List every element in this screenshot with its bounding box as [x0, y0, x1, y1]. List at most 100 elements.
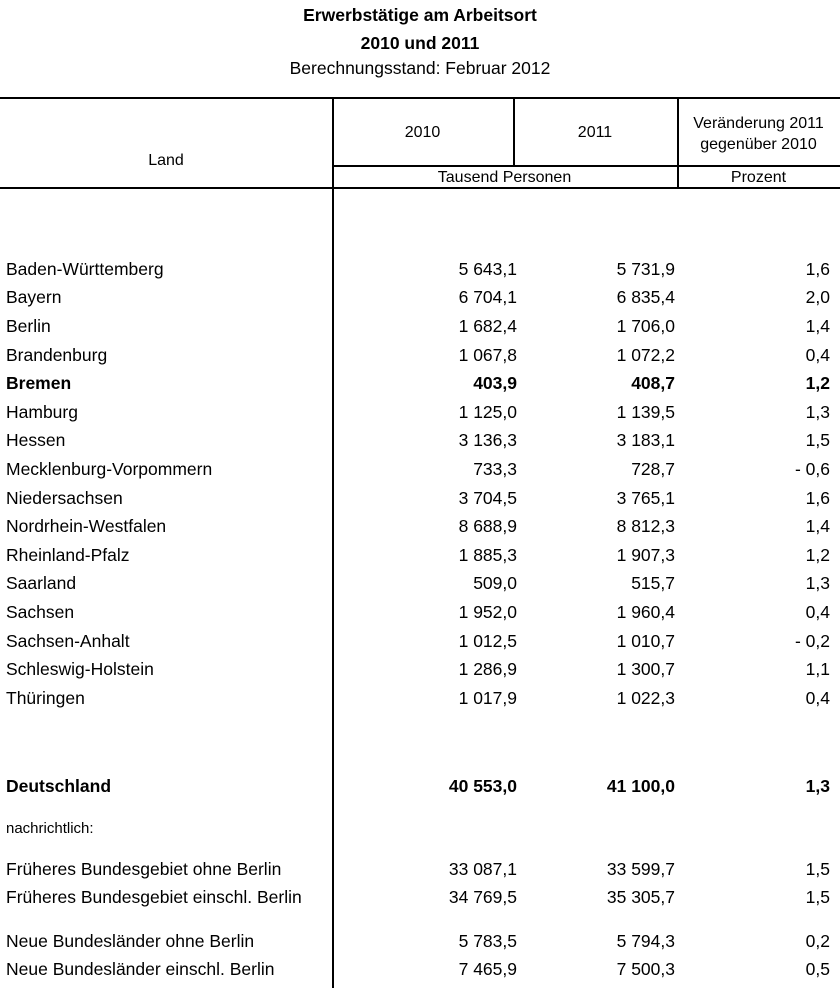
- value-2011-cell: 1 907,3: [616, 544, 675, 565]
- value-change-cell: 1,4: [805, 315, 830, 336]
- value-2010-cell: 1 125,0: [458, 401, 517, 422]
- table-row: Mecklenburg-Vorpommern 733,3 728,7 - 0,6: [0, 455, 840, 484]
- row-label-cell: Nordrhein-Westfalen: [6, 516, 167, 537]
- germany-total-row-section: Deutschland 40 553,0 41 100,0 1,3: [0, 772, 840, 801]
- value-2010-cell: 1 017,9: [458, 687, 517, 708]
- value-2011-cell: 1 706,0: [616, 315, 675, 336]
- table-row: Thüringen 1 017,9 1 022,3 0,4: [0, 684, 840, 713]
- value-change-cell: 1,6: [805, 258, 830, 279]
- table-row: Niedersachsen 3 704,5 3 765,1 1,6: [0, 484, 840, 513]
- table-row: Neue Bundesländer ohne Berlin 5 783,5 5 …: [0, 927, 840, 956]
- table-row: Sachsen 1 952,0 1 960,4 0,4: [0, 598, 840, 627]
- row-label-cell: Sachsen: [6, 601, 75, 622]
- column-header-change: Veränderung 2011 gegenüber 2010: [693, 115, 824, 153]
- value-2011-cell: 5 731,9: [616, 258, 675, 279]
- value-2011-cell: 8 812,3: [616, 516, 675, 537]
- land-column-divider: [332, 97, 334, 988]
- value-change-cell: 1,5: [805, 887, 830, 908]
- value-2010-cell: 34 769,5: [448, 887, 517, 908]
- value-change-cell: 0,2: [805, 930, 830, 951]
- memo-note-label: nachrichtlich:: [6, 819, 94, 837]
- value-2011-cell: 33 599,7: [606, 858, 675, 879]
- value-change-cell: 0,5: [805, 959, 830, 980]
- value-2011-cell: 41 100,0: [606, 775, 675, 796]
- value-2010-cell: 509,0: [473, 573, 517, 594]
- page-subtitle-years: 2010 und 2011: [360, 33, 480, 53]
- value-change-cell: - 0,2: [794, 630, 830, 651]
- value-change-cell: 0,4: [805, 687, 830, 708]
- value-2010-cell: 3 704,5: [458, 487, 517, 508]
- value-2010-cell: 1 682,4: [458, 315, 517, 336]
- table-row: Hamburg 1 125,0 1 139,5 1,3: [0, 398, 840, 427]
- table-row: Früheres Bundesgebiet einschl. Berlin 34…: [0, 884, 840, 913]
- value-change-cell: 1,3: [805, 775, 830, 796]
- row-label-cell: Neue Bundesländer ohne Berlin: [6, 930, 255, 951]
- row-label-cell: Rheinland-Pfalz: [6, 544, 130, 565]
- value-change-cell: 0,4: [805, 344, 830, 365]
- column-header-land: Land: [148, 152, 184, 169]
- states-rows-section: Baden-Württemberg 5 643,1 5 731,9 1,6 Ba…: [0, 255, 840, 713]
- year-columns-divider: [513, 97, 515, 167]
- value-2010-cell: 1 885,3: [458, 544, 517, 565]
- value-2010-cell: 7 465,9: [458, 959, 517, 980]
- memo-west-rows-section: Früheres Bundesgebiet ohne Berlin 33 087…: [0, 855, 840, 912]
- value-2010-cell: 1 286,9: [458, 659, 517, 680]
- table-row: Schleswig-Holstein 1 286,9 1 300,7 1,1: [0, 655, 840, 684]
- unit-header-thousand-persons: Tausend Personen: [437, 169, 572, 186]
- row-label-cell: Früheres Bundesgebiet ohne Berlin: [6, 858, 282, 879]
- row-label-cell: Hessen: [6, 430, 66, 451]
- value-change-cell: 0,4: [805, 601, 830, 622]
- value-2011-cell: 1 960,4: [616, 601, 675, 622]
- value-2011-cell: 1 300,7: [616, 659, 675, 680]
- value-change-cell: 1,4: [805, 516, 830, 537]
- table-row: Baden-Württemberg 5 643,1 5 731,9 1,6: [0, 255, 840, 284]
- value-2011-cell: 6 835,4: [616, 287, 675, 308]
- row-label-cell: Neue Bundesländer einschl. Berlin: [6, 959, 275, 980]
- row-label-cell: Bremen: [6, 373, 72, 394]
- value-2011-cell: 1 022,3: [616, 687, 675, 708]
- value-2011-cell: 35 305,7: [606, 887, 675, 908]
- row-label-cell: Früheres Bundesgebiet einschl. Berlin: [6, 887, 302, 908]
- header-unit-separator: [332, 165, 840, 167]
- value-2010-cell: 6 704,1: [458, 287, 517, 308]
- table-row: Früheres Bundesgebiet ohne Berlin 33 087…: [0, 855, 840, 884]
- row-label-cell: Baden-Württemberg: [6, 258, 164, 279]
- row-label-cell: Schleswig-Holstein: [6, 659, 154, 680]
- value-2010-cell: 1 952,0: [458, 601, 517, 622]
- value-change-cell: 1,1: [805, 659, 830, 680]
- row-label-cell: Berlin: [6, 315, 51, 336]
- value-2011-cell: 408,7: [631, 373, 675, 394]
- value-2010-cell: 8 688,9: [458, 516, 517, 537]
- table-row: Deutschland 40 553,0 41 100,0 1,3: [0, 772, 840, 801]
- value-2010-cell: 5 783,5: [458, 930, 517, 951]
- value-2010-cell: 1 012,5: [458, 630, 517, 651]
- value-2011-cell: 728,7: [631, 458, 675, 479]
- table-row: Hessen 3 136,3 3 183,1 1,5: [0, 427, 840, 456]
- value-change-cell: 1,2: [805, 373, 830, 394]
- value-2011-cell: 5 794,3: [616, 930, 675, 951]
- value-2010-cell: 40 553,0: [448, 775, 517, 796]
- value-2010-cell: 3 136,3: [458, 430, 517, 451]
- row-label-cell: Sachsen-Anhalt: [6, 630, 130, 651]
- table-row: Bremen 403,9 408,7 1,2: [0, 369, 840, 398]
- row-label-cell: Mecklenburg-Vorpommern: [6, 458, 213, 479]
- column-header-2011: 2011: [577, 124, 613, 141]
- change-column-divider: [677, 97, 679, 189]
- value-change-cell: - 0,6: [794, 458, 830, 479]
- value-change-cell: 1,5: [805, 858, 830, 879]
- table-row: Bayern 6 704,1 6 835,4 2,0: [0, 284, 840, 313]
- value-change-cell: 1,6: [805, 487, 830, 508]
- table-row: Berlin 1 682,4 1 706,0 1,4: [0, 312, 840, 341]
- row-label-cell: Niedersachsen: [6, 487, 123, 508]
- row-label-cell: Thüringen: [6, 687, 85, 708]
- table-row: Saarland 509,0 515,7 1,3: [0, 570, 840, 599]
- header-bottom-border: [0, 187, 840, 189]
- value-change-cell: 2,0: [805, 287, 830, 308]
- row-label-cell: Deutschland: [6, 775, 112, 796]
- value-2011-cell: 1 139,5: [616, 401, 675, 422]
- table-row: Neue Bundesländer einschl. Berlin 7 465,…: [0, 956, 840, 985]
- value-2011-cell: 7 500,3: [616, 959, 675, 980]
- memo-east-rows-section: Neue Bundesländer ohne Berlin 5 783,5 5 …: [0, 927, 840, 984]
- value-2011-cell: 3 183,1: [616, 430, 675, 451]
